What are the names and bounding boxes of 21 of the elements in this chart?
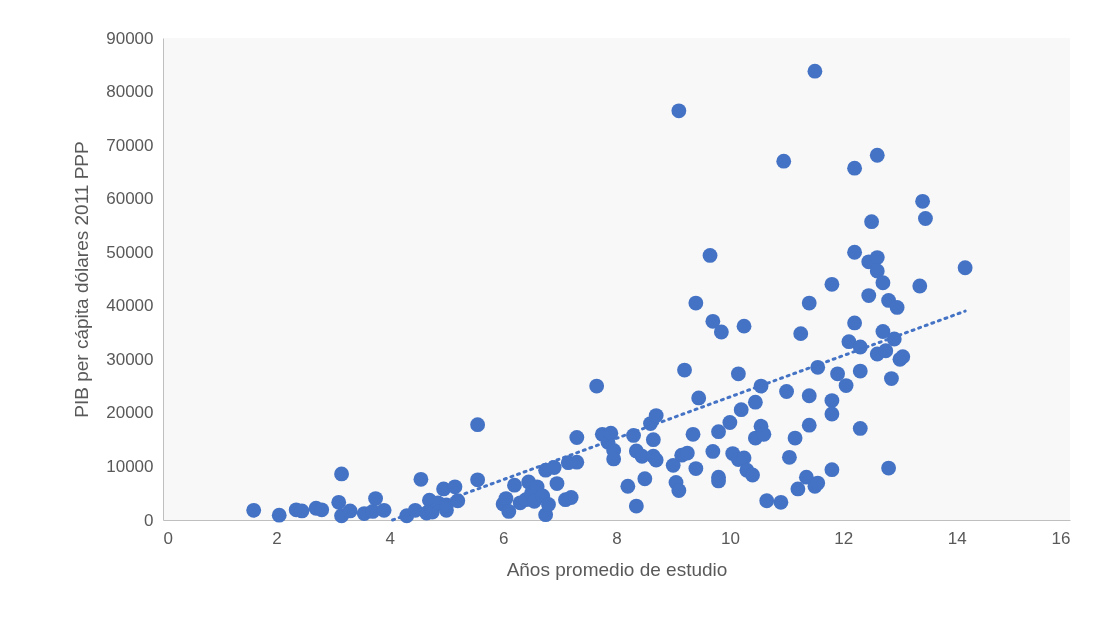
y-tick-label: 20000 bbox=[106, 403, 154, 423]
x-tick-label: 10 bbox=[720, 528, 740, 548]
y-tick-label: 60000 bbox=[106, 189, 154, 209]
x-tick-label: 6 bbox=[498, 528, 509, 548]
y-tick-label: 30000 bbox=[106, 349, 154, 369]
y-tick-label: 10000 bbox=[106, 456, 154, 476]
y-tick-label: 70000 bbox=[106, 135, 154, 155]
y-tick-label: 0 bbox=[144, 510, 154, 530]
x-axis-title: Años promedio de estudio bbox=[506, 558, 728, 580]
y-tick-label: 50000 bbox=[106, 242, 154, 262]
y-axis-title: PIB per cápita dólares 2011 PPP bbox=[71, 141, 93, 418]
x-tick-label: 14 bbox=[947, 528, 967, 548]
x-tick-label: 4 bbox=[385, 528, 395, 548]
x-tick-label: 2 bbox=[272, 528, 282, 548]
y-tick-label: 40000 bbox=[106, 296, 154, 316]
y-tick-label: 90000 bbox=[106, 28, 154, 48]
x-tick-label: 12 bbox=[834, 528, 854, 548]
x-tick-label: 16 bbox=[1051, 528, 1071, 548]
x-tick-label: 8 bbox=[612, 528, 622, 548]
x-tick-label: 0 bbox=[163, 528, 173, 548]
y-tick-label: 80000 bbox=[106, 82, 154, 102]
